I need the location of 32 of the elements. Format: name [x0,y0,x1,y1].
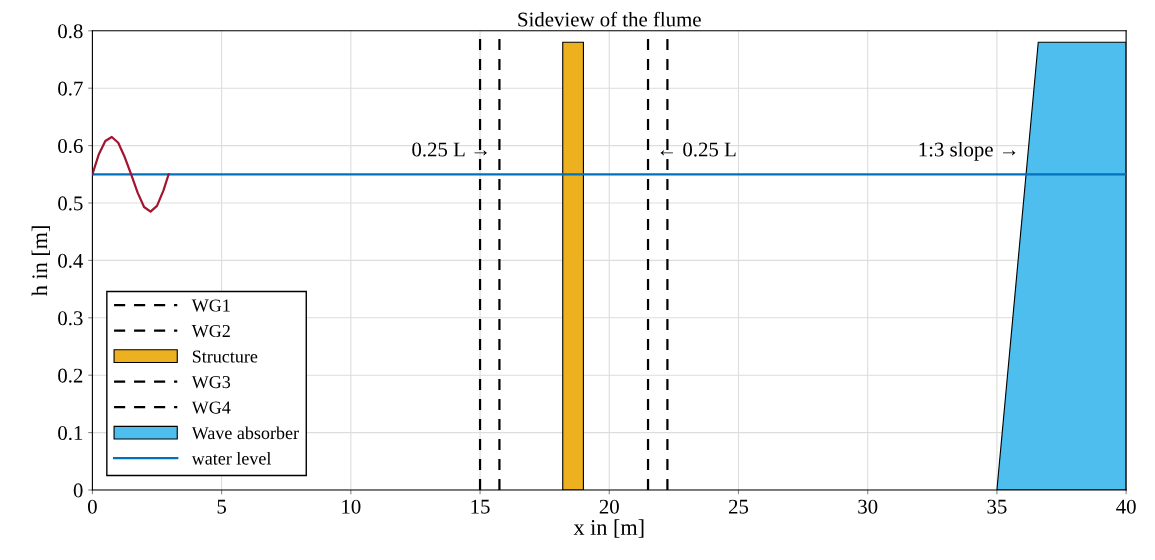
x-tick-label: 5 [217,499,227,514]
y-tick-label: 0 [73,483,83,498]
y-tick-label: 0.7 [58,81,83,96]
x-tick-label: 15 [471,499,490,514]
legend-label: Wave absorber [191,426,299,440]
legend-label: WG2 [191,324,230,338]
x-tick-label: 40 [1116,499,1136,514]
line-series [92,135,170,213]
y-tick-label: 0.4 [58,253,84,268]
annotation: 1:3 slope → [919,141,1016,161]
y-tick-label: 0.1 [58,425,83,441]
y-tick-label: 0.6 [58,138,83,154]
legend-label: WG3 [191,376,231,389]
x-tick-label: 20 [599,499,619,514]
chart-title: Sideview of the flume [518,11,701,27]
legend-label: water level [191,451,272,465]
x-tick-label: 25 [728,499,749,514]
annotation: 0.25 L → [412,142,487,157]
legend-label: Structure [192,350,258,363]
annotation: ← 0.25 L [660,142,736,157]
legend-label: WG4 [191,401,231,414]
x-axis-title: x in [m] [573,519,644,538]
x-tick-label: 35 [987,499,1007,514]
y-tick-label: 0.3 [58,311,83,326]
x-tick-label: 0 [87,499,97,514]
legend-label: WG1 [191,299,230,312]
x-tick-label: 10 [342,499,361,514]
y-tick-label: 0.2 [58,368,83,383]
x-tick-label: 30 [858,499,878,514]
y-axis-title: h in [m] [31,226,51,296]
y-tick-label: 0.5 [58,196,83,211]
y-tick-label: 0.8 [58,24,83,39]
